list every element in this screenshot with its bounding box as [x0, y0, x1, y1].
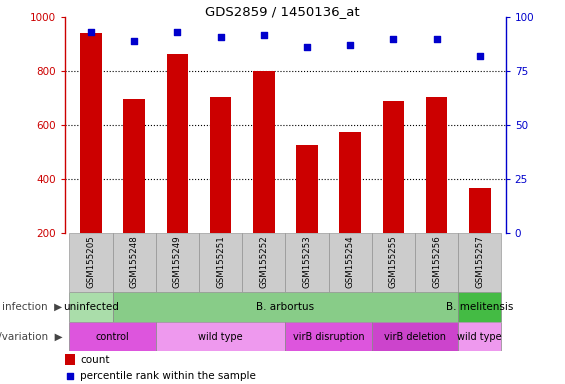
Point	[302, 45, 311, 51]
Bar	[458, 322, 501, 351]
Text: GSM155253: GSM155253	[302, 236, 311, 288]
Bar	[80, 33, 102, 286]
Bar	[156, 233, 199, 292]
Bar	[372, 322, 458, 351]
Text: GSM155254: GSM155254	[346, 236, 355, 288]
Point	[129, 38, 138, 44]
Text: B. arbortus: B. arbortus	[257, 302, 314, 312]
Text: control: control	[95, 331, 129, 342]
Point	[173, 29, 182, 35]
Text: GSM155248: GSM155248	[129, 236, 138, 288]
Bar	[285, 322, 372, 351]
Bar	[253, 71, 275, 286]
Bar	[383, 101, 404, 286]
Bar	[340, 132, 361, 286]
Point	[432, 36, 441, 42]
Bar	[285, 233, 328, 292]
Text: GDS2859 / 1450136_at: GDS2859 / 1450136_at	[205, 5, 360, 18]
Text: GSM155252: GSM155252	[259, 236, 268, 288]
Bar	[69, 233, 112, 292]
Bar	[242, 233, 285, 292]
Text: uninfected: uninfected	[63, 302, 119, 312]
Bar	[415, 233, 458, 292]
Point	[86, 29, 95, 35]
Bar	[112, 292, 458, 322]
Bar	[69, 322, 156, 351]
Text: GSM155249: GSM155249	[173, 236, 182, 288]
Text: infection  ▶: infection ▶	[2, 302, 62, 312]
Text: genotype/variation  ▶: genotype/variation ▶	[0, 331, 62, 342]
Text: GSM155255: GSM155255	[389, 236, 398, 288]
Text: virB disruption: virB disruption	[293, 331, 364, 342]
Bar	[426, 97, 447, 286]
Bar	[199, 233, 242, 292]
Bar	[296, 145, 318, 286]
Text: GSM155256: GSM155256	[432, 236, 441, 288]
Bar	[458, 292, 501, 322]
Point	[346, 42, 355, 48]
Text: GSM155257: GSM155257	[475, 236, 484, 288]
Point	[389, 36, 398, 42]
Text: GSM155205: GSM155205	[86, 236, 95, 288]
Bar	[112, 233, 156, 292]
Point	[66, 373, 75, 379]
Text: virB deletion: virB deletion	[384, 331, 446, 342]
Bar	[69, 292, 112, 322]
Text: percentile rank within the sample: percentile rank within the sample	[80, 371, 257, 381]
Point	[216, 33, 225, 40]
Bar	[210, 97, 231, 286]
Bar	[156, 322, 285, 351]
Bar	[328, 233, 372, 292]
Text: GSM155251: GSM155251	[216, 236, 225, 288]
Bar	[65, 354, 75, 365]
Bar	[372, 233, 415, 292]
Bar	[469, 188, 490, 286]
Text: B. melitensis: B. melitensis	[446, 302, 514, 312]
Bar	[123, 99, 145, 286]
Bar	[167, 54, 188, 286]
Point	[259, 31, 268, 38]
Bar	[458, 233, 501, 292]
Text: wild type: wild type	[198, 331, 243, 342]
Text: wild type: wild type	[458, 331, 502, 342]
Point	[475, 53, 484, 59]
Text: count: count	[80, 354, 110, 364]
